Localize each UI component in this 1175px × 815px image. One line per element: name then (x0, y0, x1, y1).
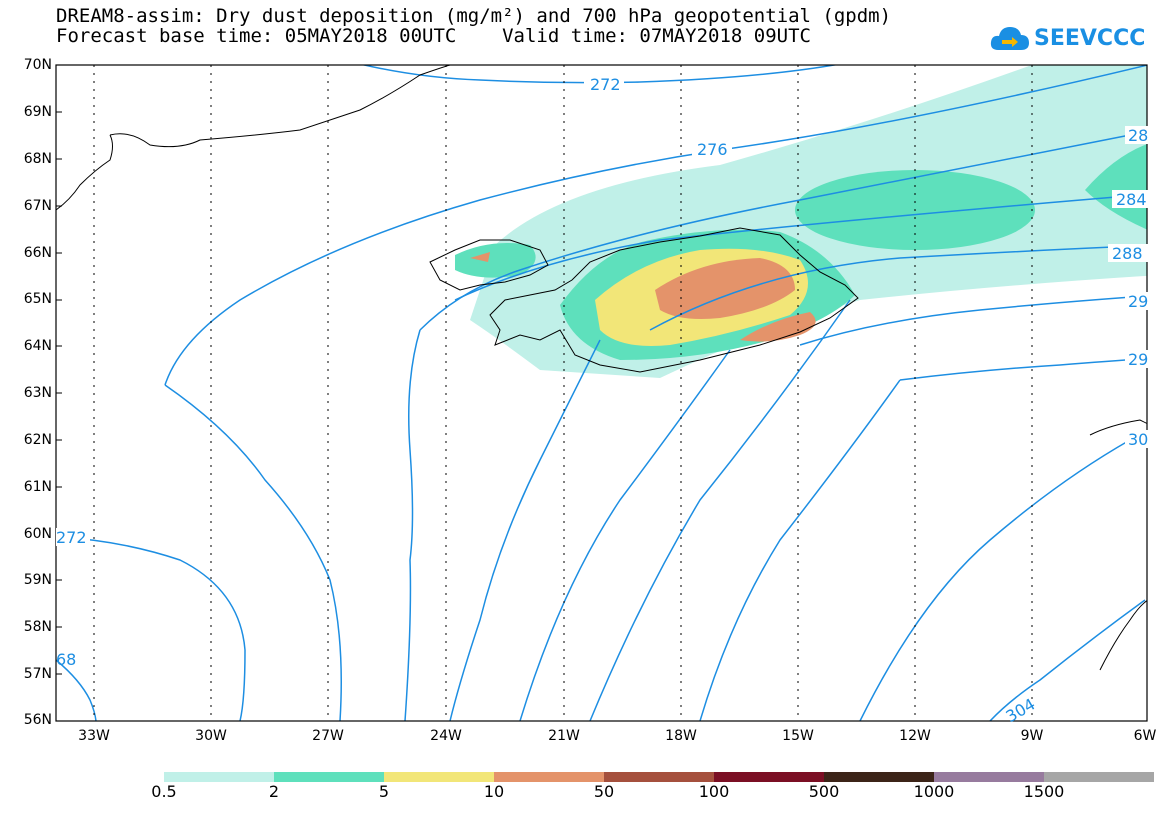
lat-label: 62N (23, 432, 52, 448)
cloud-icon (990, 27, 1029, 50)
lat-label: 63N (23, 385, 52, 401)
lat-label: 57N (23, 666, 52, 682)
lon-label: 18W (665, 728, 697, 744)
contour-label-272-left: 272 (56, 528, 87, 547)
lat-label: 70N (23, 57, 52, 73)
colorbar-label: 2 (268, 782, 280, 801)
seevccc-logo: SEEVCCC (990, 18, 1145, 58)
contour-label-268: 68 (56, 650, 76, 669)
lon-label: 21W (548, 728, 580, 744)
colorbar-label: 1500 (1023, 782, 1065, 801)
colorbar-label: 50 (593, 782, 615, 801)
title-line-2: Forecast base time: 05MAY2018 00UTC Vali… (56, 25, 811, 47)
colorbar-label: 500 (808, 782, 840, 801)
colorbar-label: 5 (378, 782, 390, 801)
lat-label: 60N (23, 526, 52, 542)
lon-label: 27W (312, 728, 344, 744)
lon-label: 30W (195, 728, 227, 744)
contour-label-288: 288 (1112, 244, 1143, 263)
map-title: DREAM8-assim: Dry dust deposition (mg/m²… (56, 6, 891, 46)
colorbar-label: 1000 (913, 782, 955, 801)
colorbar-label: 10 (483, 782, 505, 801)
colorbar (164, 772, 1154, 782)
lat-label: 58N (23, 619, 52, 635)
lon-label: 6W (1133, 728, 1157, 744)
lon-label: 12W (899, 728, 931, 744)
coastlines (56, 65, 1147, 671)
lat-label: 68N (23, 151, 52, 167)
lon-label: 15W (782, 728, 814, 744)
lat-label: 66N (23, 245, 52, 261)
lat-label: 56N (23, 712, 52, 728)
lon-label: 9W (1020, 728, 1044, 744)
lon-label: 33W (78, 728, 110, 744)
dust-deposition-fields (455, 65, 1147, 378)
lat-label: 65N (23, 291, 52, 307)
contour-label-292: 29 (1128, 292, 1148, 311)
lat-label: 64N (23, 338, 52, 354)
tick-marks (56, 111, 62, 675)
colorbar-label: 0.5 (151, 782, 177, 801)
contour-label-272-top: 272 (590, 75, 621, 94)
lat-label: 69N (23, 104, 52, 120)
logo-text: SEEVCCC (1034, 25, 1146, 51)
lat-label: 61N (23, 479, 52, 495)
contour-label-280: 28 (1128, 126, 1148, 145)
contour-label-296: 29 (1128, 350, 1148, 369)
contour-label-284: 284 (1116, 190, 1147, 209)
lat-label: 67N (23, 198, 52, 214)
lon-label: 24W (430, 728, 462, 744)
title-line-1: DREAM8-assim: Dry dust deposition (mg/m²… (56, 5, 892, 27)
graticule (93, 65, 1033, 721)
contour-label-300: 30 (1128, 430, 1148, 449)
contour-label-276: 276 (697, 140, 728, 159)
lat-label: 59N (23, 572, 52, 588)
colorbar-label: 100 (698, 782, 730, 801)
